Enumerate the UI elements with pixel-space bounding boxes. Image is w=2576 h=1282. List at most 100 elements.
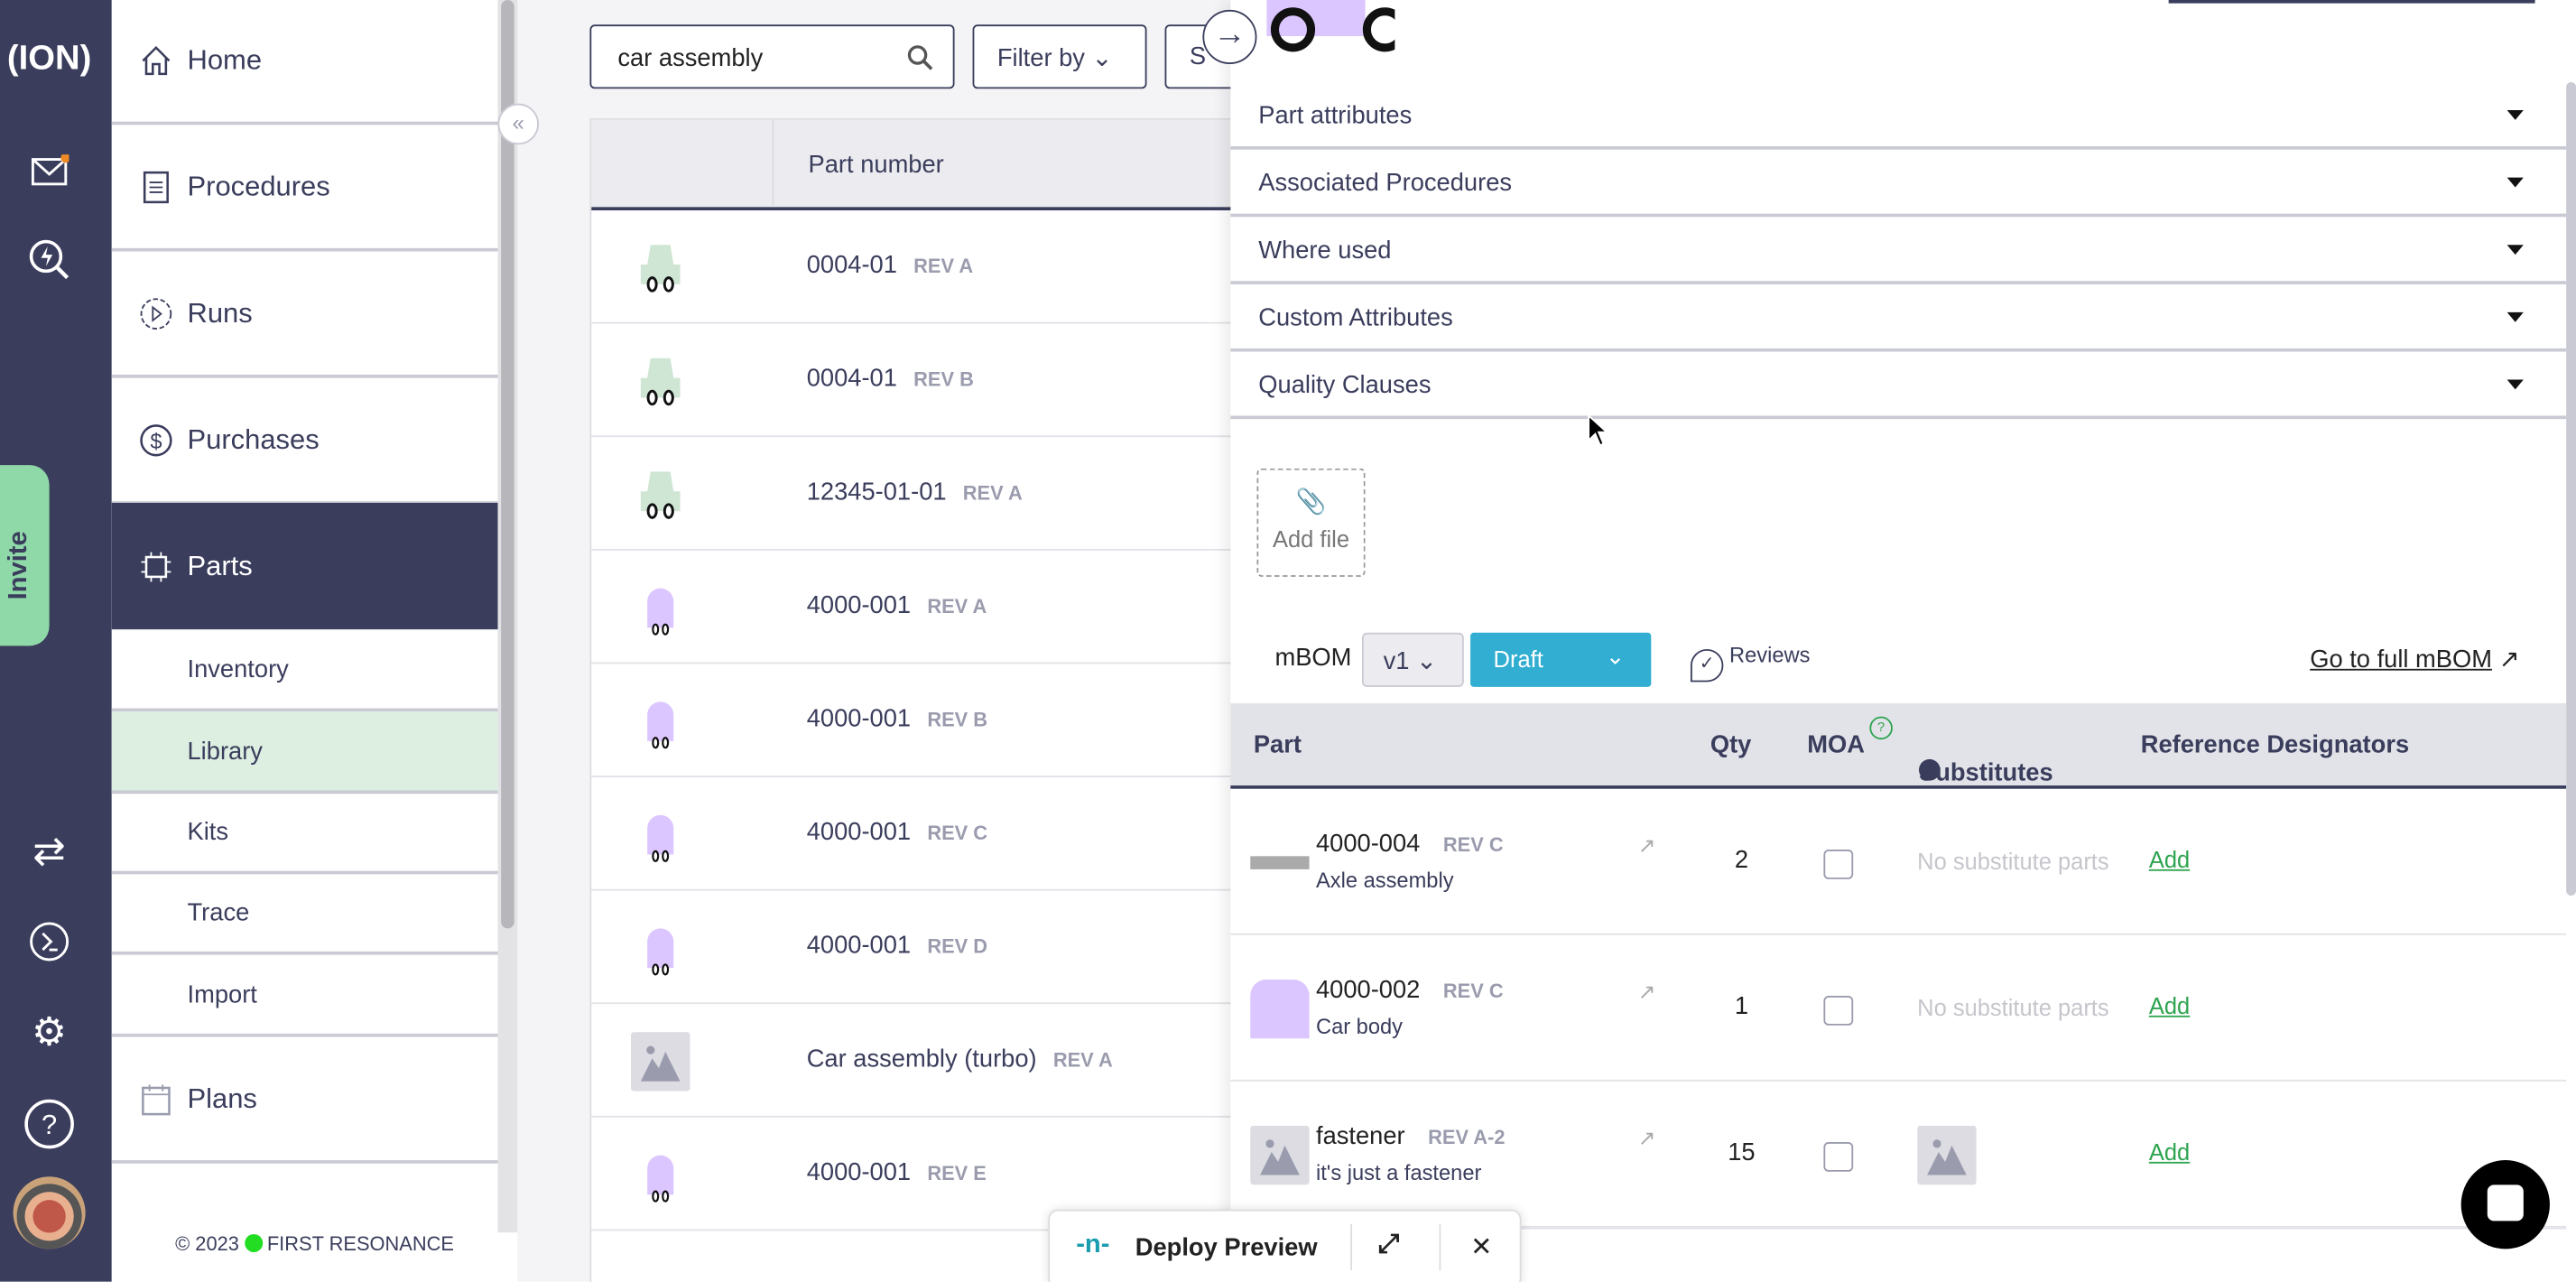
nav-home[interactable]: Home bbox=[111, 0, 498, 125]
part-description: it's just a fastener bbox=[1315, 1160, 1482, 1185]
netlify-icon: -n- bbox=[1076, 1231, 1110, 1259]
inbox-icon[interactable] bbox=[23, 144, 75, 197]
accordion-section[interactable]: Part attributes bbox=[1230, 82, 2567, 150]
close-icon[interactable]: ✕ bbox=[1470, 1233, 1493, 1262]
help-icon[interactable]: ? bbox=[23, 1098, 75, 1150]
expand-icon[interactable]: ⤢ bbox=[1378, 1231, 1400, 1259]
accordion-section[interactable]: Custom Attributes bbox=[1230, 284, 2567, 352]
deploy-preview-label[interactable]: Deploy Preview bbox=[1135, 1233, 1318, 1262]
part-number[interactable]: 4000-001 bbox=[806, 591, 912, 620]
nav-inventory[interactable]: Inventory bbox=[111, 629, 498, 712]
bom-part-number[interactable]: 4000-002 bbox=[1315, 976, 1421, 1005]
search-input[interactable]: car assembly bbox=[589, 24, 955, 89]
table-row[interactable]: 0004-01 REV B bbox=[591, 324, 1246, 438]
nav-plans[interactable]: Plans bbox=[111, 1037, 498, 1164]
part-number[interactable]: 4000-001 bbox=[806, 932, 912, 960]
terminal-icon[interactable] bbox=[23, 915, 75, 968]
nav-scrollbar[interactable] bbox=[497, 0, 518, 1233]
table-row[interactable]: 4000-001 REV A bbox=[591, 551, 1246, 664]
chevron-down-icon: ⌄ bbox=[1605, 642, 1626, 669]
chat-launcher-button[interactable] bbox=[2460, 1160, 2550, 1249]
close-panel-arrow-icon[interactable]: → bbox=[1202, 9, 1257, 64]
part-number[interactable]: 0004-01 bbox=[806, 251, 897, 280]
part-thumbnail bbox=[1250, 979, 1310, 1047]
external-link-icon[interactable]: ↗ bbox=[1637, 979, 1656, 1005]
no-substitutes-text: No substitute parts bbox=[1917, 848, 2109, 875]
nav-runs[interactable]: Runs bbox=[111, 251, 498, 378]
section-label: Quality Clauses bbox=[1258, 371, 1432, 400]
accordion-section[interactable]: Quality Clauses bbox=[1230, 352, 2567, 420]
part-number[interactable]: 12345-01-01 bbox=[806, 478, 947, 506]
dollar-icon: $ bbox=[138, 423, 174, 456]
add-substitute-link[interactable]: Add bbox=[2148, 1138, 2191, 1166]
external-link-icon[interactable]: ↗ bbox=[1637, 1125, 1656, 1151]
nav-procedures[interactable]: Procedures bbox=[111, 125, 498, 252]
nav-library[interactable]: Library bbox=[111, 711, 498, 794]
full-mbom-link[interactable]: Go to full mBOM ↗ bbox=[2310, 645, 2519, 674]
moa-help-icon[interactable]: ? bbox=[1869, 716, 1893, 740]
part-thumbnail bbox=[1250, 1125, 1310, 1194]
status-dropdown[interactable]: Draft ⌄ bbox=[1470, 632, 1652, 687]
part-number[interactable]: Car assembly (turbo) bbox=[806, 1045, 1037, 1073]
search-icon[interactable] bbox=[907, 44, 933, 70]
table-row[interactable]: 12345-01-01 REV A bbox=[591, 437, 1246, 551]
external-link-icon[interactable]: ↗ bbox=[1637, 832, 1656, 859]
part-number[interactable]: 4000-001 bbox=[806, 704, 912, 733]
filter-label: Filter by bbox=[996, 44, 1085, 73]
invite-tab[interactable]: Invite bbox=[0, 465, 50, 646]
bom-part-number[interactable]: fastener bbox=[1315, 1122, 1405, 1151]
accordion-section[interactable]: Associated Procedures bbox=[1230, 150, 2567, 218]
review-icon: ✓ bbox=[1690, 648, 1724, 683]
table-row[interactable]: 4000-001 REV D bbox=[591, 891, 1246, 1005]
table-row[interactable]: Car assembly (turbo) REV A bbox=[591, 1004, 1246, 1118]
table-row[interactable]: 4000-001 REV E bbox=[591, 1118, 1246, 1231]
add-file-button[interactable]: 📎 Add file bbox=[1256, 468, 1366, 577]
full-mbom-label: Go to full mBOM bbox=[2310, 646, 2492, 674]
section-label: Where used bbox=[1258, 237, 1392, 265]
user-avatar[interactable] bbox=[13, 1176, 86, 1249]
filter-by-button[interactable]: Filter by ⌄ bbox=[972, 24, 1147, 89]
bom-part-number[interactable]: 4000-004 bbox=[1315, 830, 1421, 859]
transfer-icon[interactable]: ⇄ bbox=[32, 829, 66, 874]
status-dot bbox=[244, 1233, 263, 1252]
brand-name: FIRST RESONANCE bbox=[266, 1232, 454, 1256]
col-moa: MOA bbox=[1807, 730, 1865, 759]
document-icon bbox=[138, 170, 174, 203]
nav-import[interactable]: Import bbox=[111, 955, 498, 1037]
revision-badge: REV A bbox=[1052, 1048, 1113, 1072]
nav-purchases[interactable]: $ Purchases bbox=[111, 378, 498, 505]
part-number[interactable]: 0004-01 bbox=[806, 365, 897, 394]
part-number[interactable]: 4000-001 bbox=[806, 818, 912, 847]
part-thumbnail bbox=[1250, 833, 1310, 901]
nav-kits[interactable]: Kits bbox=[111, 794, 498, 875]
accordion-section[interactable]: Where used bbox=[1230, 217, 2567, 284]
part-thumbnail bbox=[631, 465, 690, 525]
section-label: Custom Attributes bbox=[1258, 303, 1453, 332]
part-number[interactable]: 4000-001 bbox=[806, 1158, 912, 1187]
moa-checkbox[interactable] bbox=[1823, 1142, 1854, 1172]
search-bolt-icon[interactable] bbox=[23, 233, 75, 285]
table-row[interactable]: 4000-001 REV B bbox=[591, 664, 1246, 777]
search-value: car assembly bbox=[617, 44, 764, 73]
collapse-nav-button[interactable]: « bbox=[497, 103, 540, 145]
add-substitute-link[interactable]: Add bbox=[2148, 992, 2191, 1019]
revision-badge: REV A bbox=[913, 255, 974, 278]
table-row[interactable]: 4000-001 REV C bbox=[591, 777, 1246, 891]
moa-checkbox[interactable] bbox=[1823, 996, 1854, 1026]
gear-icon[interactable]: ⚙ bbox=[32, 1009, 68, 1054]
part-thumbnail bbox=[630, 1032, 690, 1092]
nav-parts[interactable]: Parts bbox=[111, 502, 498, 630]
revision-badge: REV B bbox=[913, 367, 974, 392]
version-select[interactable]: v1 ⌄ bbox=[1361, 632, 1464, 687]
column-part-number[interactable]: Part number bbox=[808, 151, 944, 180]
panel-scrollbar[interactable] bbox=[2566, 82, 2576, 896]
part-thumbnail bbox=[631, 352, 690, 412]
ion-logo[interactable]: (ION) bbox=[6, 39, 92, 78]
reviews-button[interactable]: ✓ Reviews bbox=[1690, 643, 1810, 683]
nav-trace[interactable]: Trace bbox=[111, 874, 498, 955]
add-substitute-link[interactable]: Add bbox=[2148, 846, 2191, 873]
moa-checkbox[interactable] bbox=[1823, 850, 1854, 879]
table-row[interactable]: 0004-01 REV A bbox=[591, 210, 1246, 324]
mbom-label: mBOM bbox=[1274, 644, 1352, 673]
add-file-label: Add file bbox=[1273, 525, 1350, 553]
